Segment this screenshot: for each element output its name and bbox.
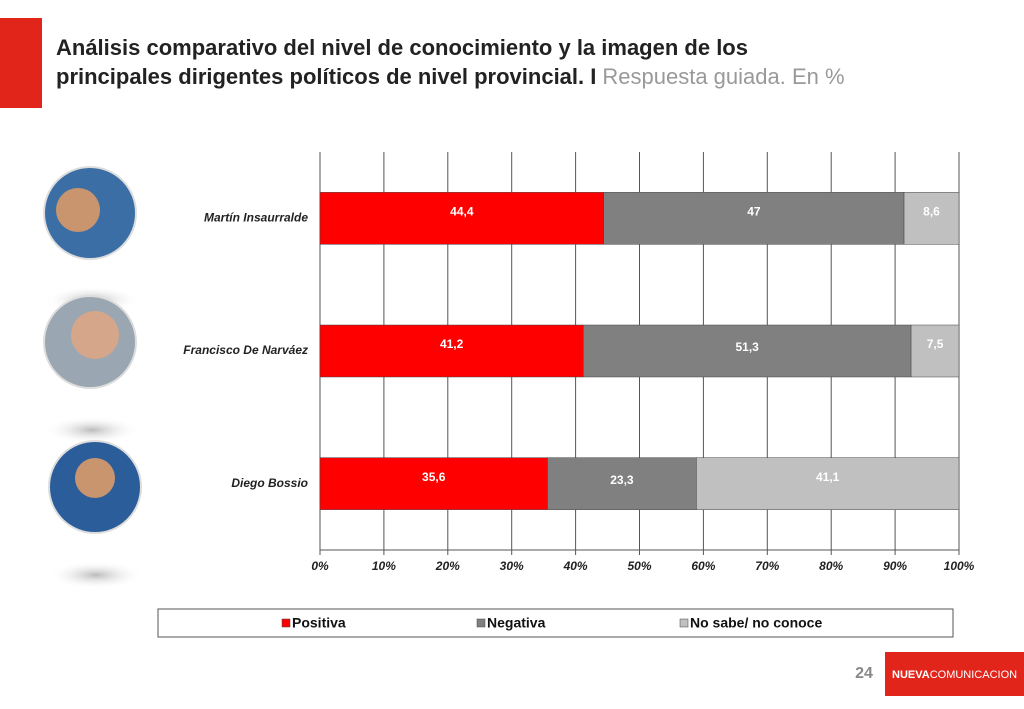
value-label: 41,2: [440, 337, 464, 351]
category-label: Martín Insaurralde: [204, 211, 308, 225]
x-tick-label: 20%: [435, 559, 460, 573]
title: principales dirigentes políticos de nive…: [56, 64, 845, 89]
bar-segment: [910, 324, 960, 378]
x-tick-label: 70%: [755, 559, 779, 573]
legend-swatch: [281, 618, 291, 628]
bar-segment: [696, 457, 960, 510]
bar-segment: [583, 324, 912, 378]
logo: NUEVACOMUNICACION: [892, 669, 1017, 681]
page-number: 24: [855, 665, 873, 682]
value-label: 44,4: [450, 205, 474, 219]
category-label: Diego Bossio: [231, 476, 308, 490]
bar-segment: [603, 192, 905, 245]
value-label: 8,6: [923, 205, 940, 219]
x-tick-label: 100%: [944, 559, 975, 573]
legend-swatch: [476, 618, 486, 628]
value-label: 47: [747, 205, 761, 219]
subtitle: Respuesta guiada. En %: [602, 64, 844, 89]
x-tick-label: 10%: [372, 559, 396, 573]
legend-box: [157, 608, 954, 638]
x-tick-label: 50%: [627, 559, 651, 573]
title-text: principales dirigentes políticos de nive…: [56, 64, 596, 89]
value-label: 7,5: [927, 337, 944, 351]
x-tick-label: 90%: [883, 559, 907, 573]
shadow: [48, 561, 144, 589]
value-label: 41,1: [816, 470, 840, 484]
value-label: 35,6: [422, 470, 446, 484]
bar-segment: [903, 192, 960, 245]
logo-light: COMUNICACION: [930, 669, 1017, 681]
photos: [43, 166, 144, 589]
photo-face: [75, 458, 115, 498]
accent-bar: [0, 18, 42, 108]
category-label: Francisco De Narváez: [183, 343, 308, 357]
bar-segment: [319, 324, 584, 378]
x-tick-label: 30%: [500, 559, 524, 573]
x-tick-label: 40%: [563, 559, 588, 573]
photo-face: [71, 311, 119, 359]
legend-swatch: [679, 618, 689, 628]
bar-segment: [319, 192, 604, 245]
logo-bold: NUEVA: [892, 669, 930, 681]
title-line-1: Análisis comparativo del nivel de conoci…: [56, 35, 748, 60]
bar-segment: [547, 457, 697, 510]
x-tick-label: 0%: [311, 559, 329, 573]
legend-label: Negativa: [487, 615, 546, 631]
x-tick-label: 60%: [691, 559, 715, 573]
legend-label: Positiva: [292, 615, 346, 631]
logo-box: [885, 652, 1024, 696]
value-label: 51,3: [735, 340, 759, 354]
photo-face: [56, 188, 100, 232]
x-tick-label: 80%: [819, 559, 843, 573]
bar-segment: [319, 457, 548, 510]
shadow: [44, 416, 140, 444]
value-label: 23,3: [610, 473, 634, 487]
legend-label: No sabe/ no conoce: [690, 615, 822, 631]
